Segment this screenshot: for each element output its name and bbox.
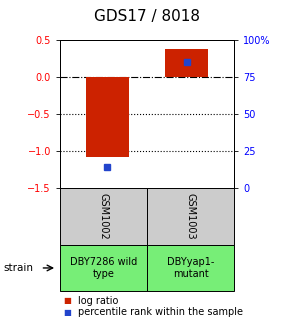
Text: log ratio: log ratio xyxy=(78,296,118,306)
Text: DBY7286 wild
type: DBY7286 wild type xyxy=(70,257,137,279)
Text: DBYyap1-
mutant: DBYyap1- mutant xyxy=(167,257,214,279)
Text: strain: strain xyxy=(3,263,33,273)
Text: ■: ■ xyxy=(63,308,71,317)
Text: percentile rank within the sample: percentile rank within the sample xyxy=(78,307,243,318)
Text: GDS17 / 8018: GDS17 / 8018 xyxy=(94,8,200,24)
Text: ■: ■ xyxy=(63,296,71,305)
Text: GSM1002: GSM1002 xyxy=(98,193,109,240)
Bar xyxy=(165,49,208,77)
Bar xyxy=(86,77,129,157)
Text: GSM1003: GSM1003 xyxy=(185,194,196,240)
